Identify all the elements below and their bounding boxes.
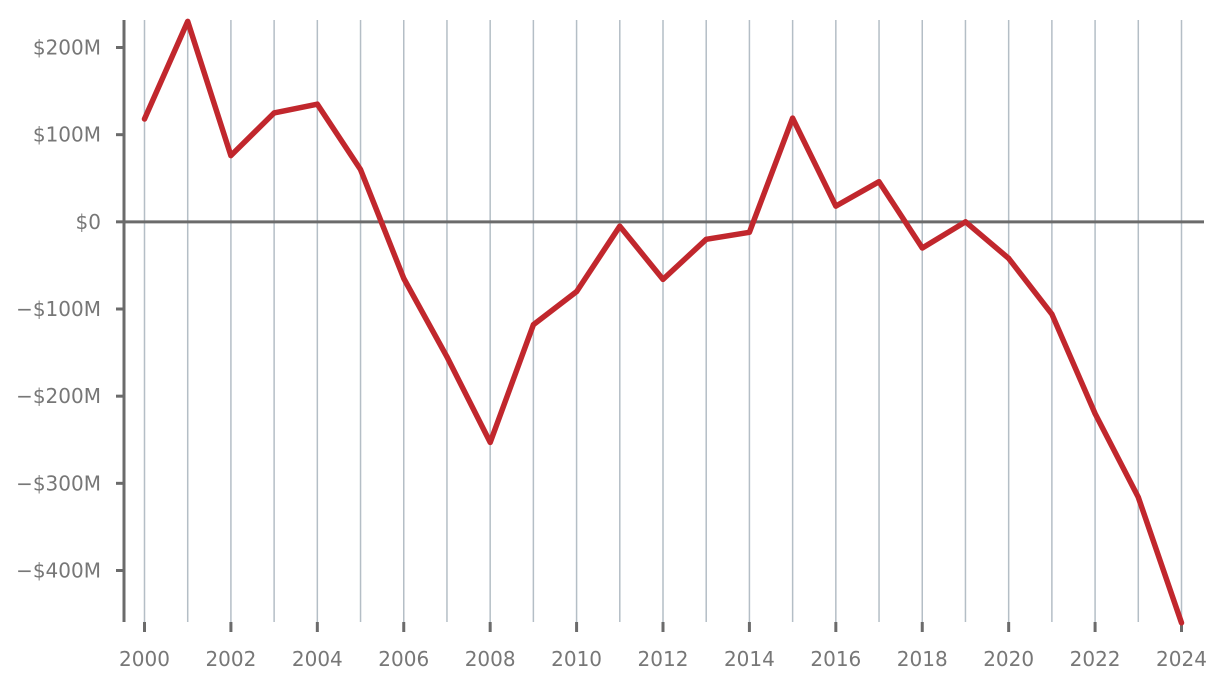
x-tick-label: 2018 bbox=[897, 647, 948, 671]
data-point-2016 bbox=[833, 203, 839, 209]
data-point-2023 bbox=[1135, 494, 1141, 500]
data-point-2000 bbox=[142, 116, 147, 122]
y-tick-label: −$300M bbox=[16, 471, 101, 495]
x-tick-label: 2020 bbox=[983, 647, 1034, 671]
data-point-2022 bbox=[1092, 411, 1098, 417]
data-point-2001 bbox=[185, 18, 191, 24]
tick-labels: $200M $100M $0 −$100M −$200M −$300M −$400M 2000… bbox=[16, 36, 1207, 672]
data-point-2018 bbox=[919, 245, 925, 251]
x-tick-label: 2012 bbox=[638, 647, 689, 671]
x-tick-label: 2002 bbox=[205, 647, 256, 671]
data-point-2003 bbox=[271, 110, 277, 116]
y-tick-label: −$200M bbox=[16, 384, 101, 408]
y-tick-label: $200M bbox=[33, 36, 101, 60]
x-tick-label: 2004 bbox=[292, 647, 343, 671]
data-point-2019 bbox=[962, 219, 968, 225]
x-tick-label: 2024 bbox=[1156, 647, 1207, 671]
axes bbox=[116, 20, 1204, 632]
data-point-2017 bbox=[876, 179, 882, 185]
x-tick-label: 2022 bbox=[1070, 647, 1121, 671]
data-point-2011 bbox=[617, 223, 623, 229]
y-tick-label: $0 bbox=[76, 210, 101, 234]
data-point-2010 bbox=[574, 289, 580, 295]
x-tick-label: 2010 bbox=[551, 647, 602, 671]
data-point-2007 bbox=[444, 354, 450, 360]
data-point-2006 bbox=[401, 275, 407, 281]
data-point-2002 bbox=[228, 153, 234, 159]
x-tick-label: 2014 bbox=[724, 647, 775, 671]
x-tick-label: 2006 bbox=[378, 647, 429, 671]
series bbox=[141, 18, 1185, 626]
data-point-2014 bbox=[746, 229, 752, 235]
data-point-2015 bbox=[790, 115, 796, 121]
data-point-2012 bbox=[660, 276, 666, 282]
y-tick-label: −$100M bbox=[16, 297, 101, 321]
data-point-2005 bbox=[358, 167, 364, 173]
data-point-2013 bbox=[703, 236, 709, 242]
y-tick-label: −$400M bbox=[16, 559, 101, 583]
x-tick-label: 2008 bbox=[465, 647, 516, 671]
data-point-2008 bbox=[487, 439, 493, 445]
x-tick-label: 2016 bbox=[810, 647, 861, 671]
data-point-2024 bbox=[1179, 620, 1184, 626]
x-tick-label: 2000 bbox=[119, 647, 170, 671]
data-point-2004 bbox=[314, 101, 320, 107]
data-point-2021 bbox=[1049, 311, 1055, 317]
data-point-2009 bbox=[530, 322, 536, 328]
data-point-2020 bbox=[1006, 255, 1012, 261]
grid-lines bbox=[143, 20, 1183, 622]
y-tick-label: $100M bbox=[33, 123, 101, 147]
